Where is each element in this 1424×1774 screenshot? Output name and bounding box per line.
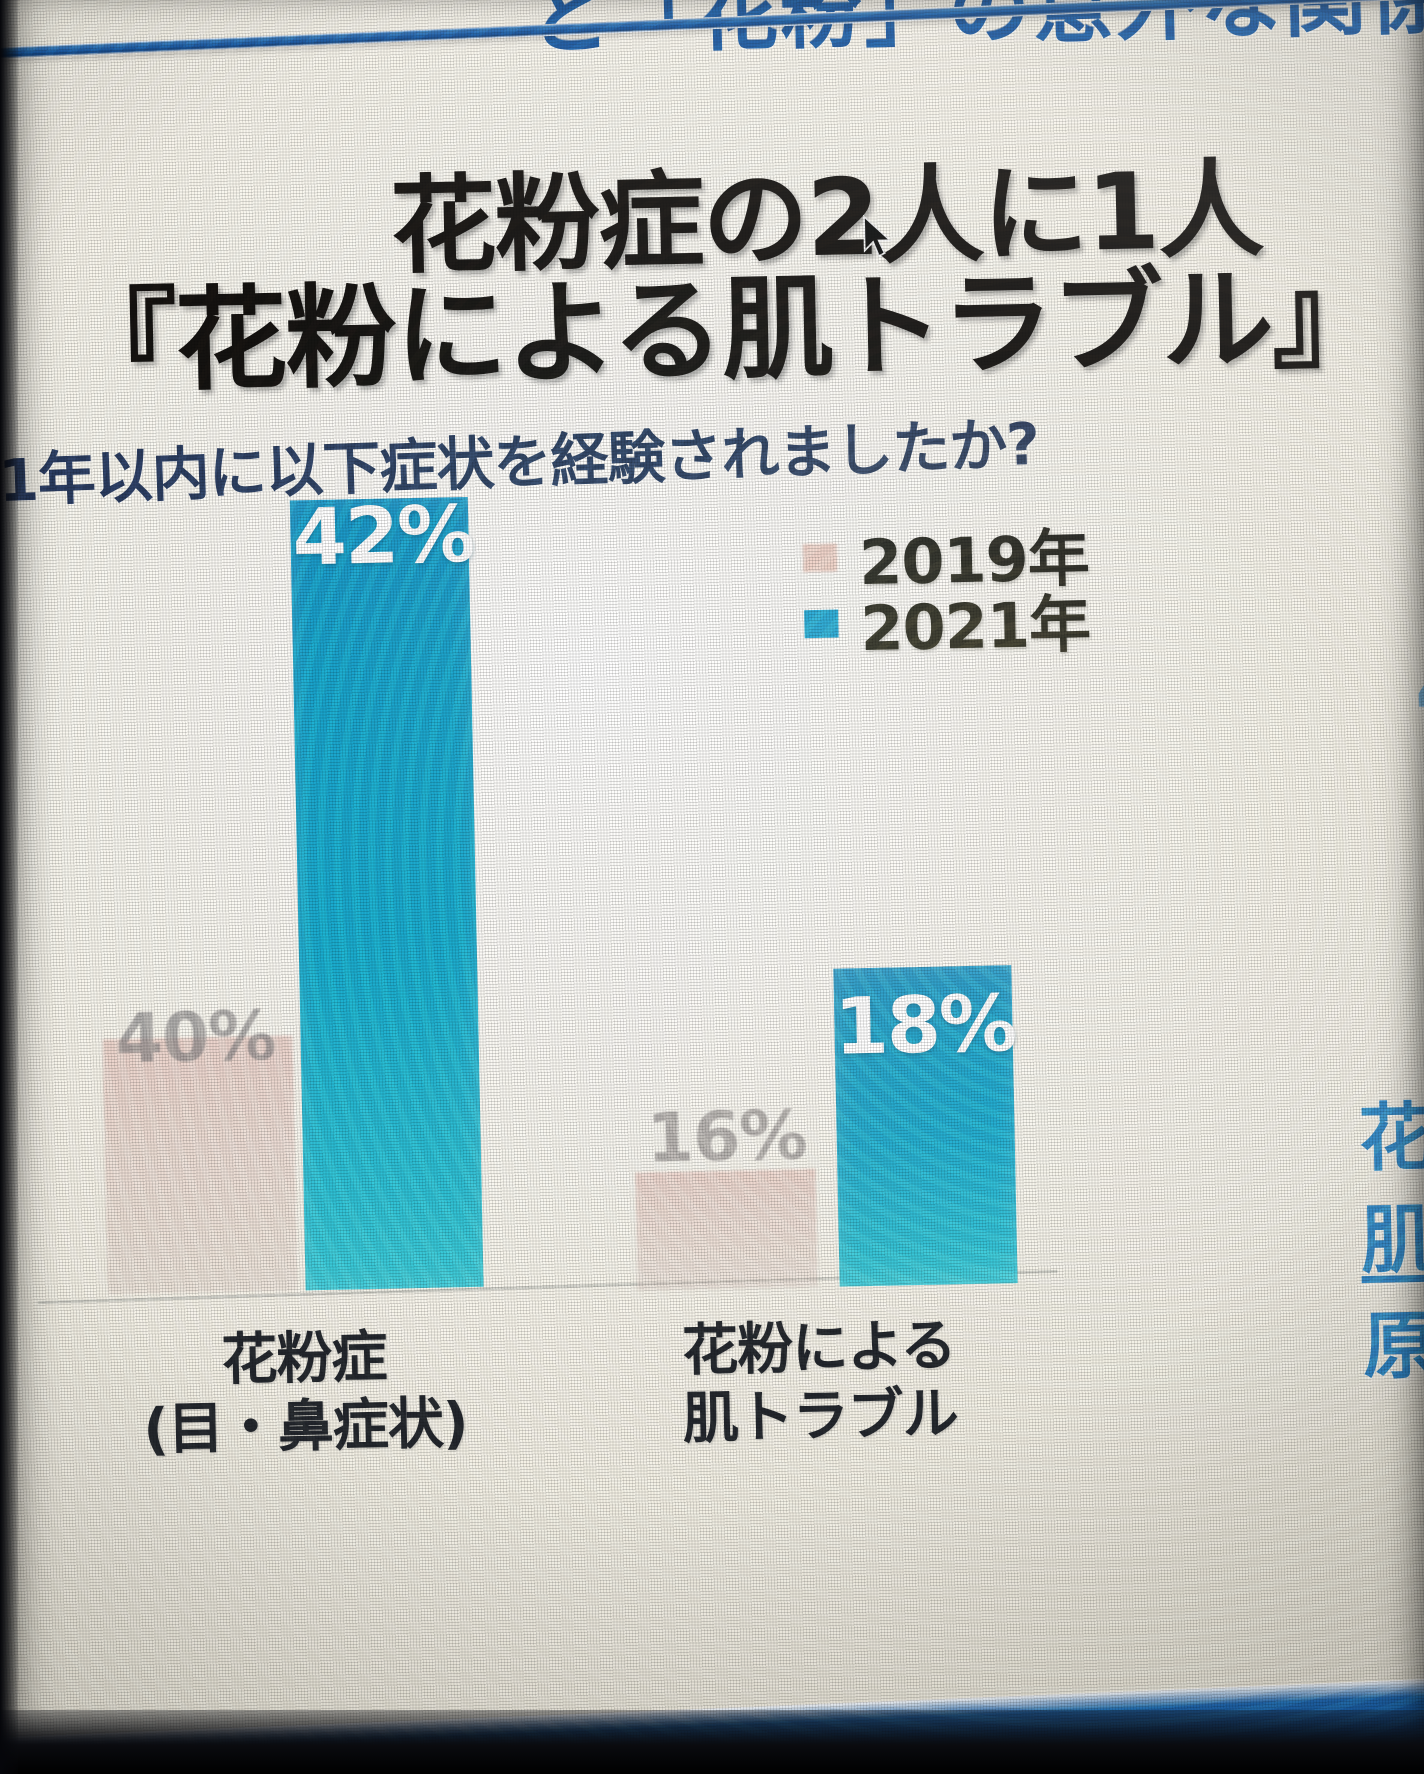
callout-line-3: 原因 <box>1362 1301 1424 1391</box>
bar-value-2021-category-1: 42% <box>291 489 475 584</box>
category-label-1: 花粉症 (目・鼻症状) <box>78 1321 531 1467</box>
category-label-2: 花粉による 肌トラブル <box>608 1311 1031 1456</box>
quote-mark-icon: “ <box>1408 656 1424 771</box>
bar-2021-category-1 <box>289 496 484 1291</box>
bar-value-2019-category-2: 16% <box>645 1096 808 1179</box>
bar-2019-category-2 <box>635 1169 818 1291</box>
category-label-2-line-1: 花粉による <box>681 1313 957 1384</box>
legend-swatch-2021-icon <box>804 609 839 639</box>
legend-swatch-2019-icon <box>802 543 838 573</box>
callout-line-2: 肌荒 <box>1360 1195 1424 1285</box>
legend-label-2021: 2021年 <box>859 587 1091 666</box>
bar-value-2019-category-1: 40% <box>114 996 277 1080</box>
bar-chart: 40% 42% 16% 18% 花粉症 (目・鼻症状) 花粉による <box>0 472 1424 1502</box>
category-label-1-line-1: 花粉症 <box>220 1324 388 1394</box>
legend-item-2021: 2021年 <box>804 585 1091 665</box>
headline-line-2: 『花粉による肌トラブル』 <box>63 252 1383 409</box>
category-label-1-line-2: (目・鼻症状) <box>142 1391 469 1463</box>
callout-line-1: 花粉 <box>1357 1093 1424 1183</box>
bar-value-2021-category-2: 18% <box>833 979 1017 1073</box>
category-label-2-line-2: 肌トラブル <box>682 1381 959 1453</box>
slide-bottom-band <box>0 1674 1424 1774</box>
chart-legend: 2019年 2021年 <box>802 519 1091 665</box>
